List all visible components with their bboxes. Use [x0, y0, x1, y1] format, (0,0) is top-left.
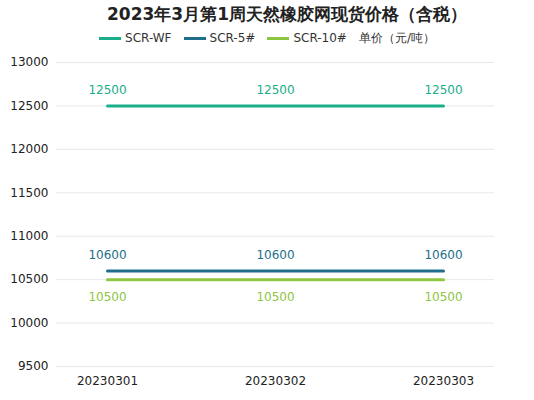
- svg-text:10600: 10600: [256, 248, 294, 262]
- svg-text:10500: 10500: [256, 290, 294, 304]
- svg-text:13000: 13000: [10, 55, 48, 69]
- svg-text:9500: 9500: [18, 359, 49, 373]
- svg-text:12500: 12500: [256, 83, 294, 97]
- html-text:SCR-5#: SCR-5#: [209, 31, 256, 45]
- svg-text:10500: 10500: [10, 272, 48, 286]
- html-text:单价（元/吨）: 单价（元/吨）: [358, 31, 435, 45]
- svg-text:11500: 11500: [10, 186, 48, 200]
- html-text:2023年3月第1周天然橡胶网现货价格（含税）: 2023年3月第1周天然橡胶网现货价格（含税）: [107, 4, 467, 24]
- svg-text:20230301: 20230301: [77, 374, 138, 388]
- html-text:SCR-10#: SCR-10#: [293, 31, 347, 45]
- svg-text:10500: 10500: [88, 290, 126, 304]
- svg-text:10500: 10500: [424, 290, 462, 304]
- svg-text:10600: 10600: [424, 248, 462, 262]
- html-text:SCR-WF: SCR-WF: [125, 31, 172, 45]
- svg-text:12000: 12000: [10, 142, 48, 156]
- svg-text:11000: 11000: [10, 229, 48, 243]
- svg-text:20230302: 20230302: [245, 374, 306, 388]
- svg-text:12500: 12500: [10, 99, 48, 113]
- svg-text:20230303: 20230303: [413, 374, 474, 388]
- svg-text:12500: 12500: [88, 83, 126, 97]
- svg-text:10600: 10600: [88, 248, 126, 262]
- svg-text:12500: 12500: [424, 83, 462, 97]
- svg-text:10000: 10000: [10, 316, 48, 330]
